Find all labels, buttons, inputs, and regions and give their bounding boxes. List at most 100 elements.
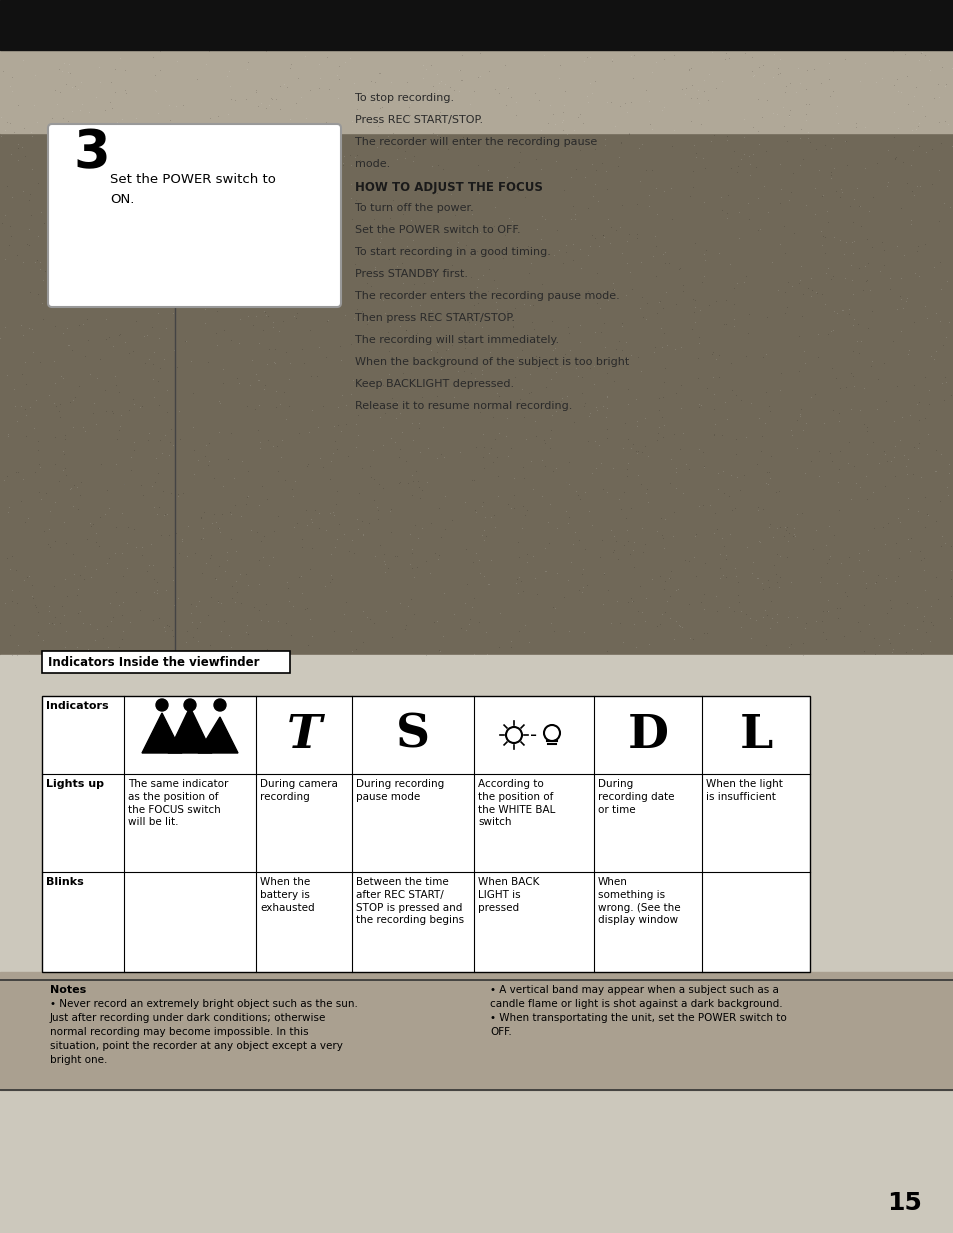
Point bbox=[112, 326, 127, 345]
Point bbox=[549, 518, 564, 538]
Point bbox=[489, 279, 504, 298]
Point bbox=[765, 44, 781, 64]
Point bbox=[421, 332, 436, 351]
Point bbox=[98, 121, 113, 141]
Point bbox=[635, 307, 650, 327]
Point bbox=[765, 555, 781, 575]
Point bbox=[290, 68, 305, 88]
Point bbox=[895, 445, 910, 465]
Point bbox=[270, 506, 285, 525]
Point bbox=[105, 608, 120, 628]
Point bbox=[844, 366, 860, 386]
Point bbox=[750, 134, 765, 154]
Point bbox=[0, 317, 12, 337]
Point bbox=[744, 117, 760, 137]
Point bbox=[942, 608, 953, 628]
Point bbox=[10, 645, 25, 665]
Point bbox=[94, 244, 110, 264]
Point bbox=[252, 496, 267, 515]
Point bbox=[403, 296, 418, 316]
Point bbox=[825, 158, 841, 178]
Point bbox=[292, 423, 307, 443]
Point bbox=[148, 80, 163, 100]
Point bbox=[489, 383, 504, 403]
Point bbox=[598, 641, 614, 661]
Point bbox=[302, 321, 317, 340]
Point bbox=[506, 498, 521, 518]
Point bbox=[344, 530, 359, 550]
Point bbox=[463, 268, 478, 287]
Point bbox=[348, 640, 363, 660]
Point bbox=[186, 383, 201, 403]
Text: ON.: ON. bbox=[110, 194, 134, 206]
Point bbox=[813, 73, 828, 92]
Point bbox=[129, 107, 144, 127]
Point bbox=[363, 467, 378, 487]
Point bbox=[331, 89, 346, 109]
Point bbox=[433, 360, 448, 380]
Point bbox=[852, 72, 867, 91]
Point bbox=[491, 423, 506, 443]
Point bbox=[491, 83, 506, 102]
Point bbox=[500, 446, 516, 466]
Point bbox=[796, 462, 811, 482]
Point bbox=[422, 513, 437, 533]
Point bbox=[206, 504, 221, 524]
Point bbox=[614, 313, 629, 333]
Point bbox=[1, 424, 16, 444]
Point bbox=[283, 625, 298, 645]
Point bbox=[639, 293, 654, 313]
Point bbox=[687, 525, 702, 545]
Point bbox=[314, 211, 329, 231]
Point bbox=[129, 311, 144, 330]
Point bbox=[316, 576, 332, 596]
Point bbox=[776, 282, 791, 302]
Point bbox=[298, 109, 314, 128]
Point bbox=[685, 547, 700, 567]
Point bbox=[467, 543, 482, 562]
Point bbox=[377, 602, 393, 621]
Point bbox=[842, 399, 858, 419]
Point bbox=[427, 238, 442, 258]
Point bbox=[233, 593, 249, 613]
Point bbox=[274, 187, 289, 207]
Point bbox=[556, 587, 571, 607]
Point bbox=[783, 276, 799, 296]
Point bbox=[211, 518, 226, 538]
Point bbox=[659, 591, 674, 610]
Point bbox=[181, 268, 196, 287]
Point bbox=[7, 615, 22, 635]
Point bbox=[779, 546, 794, 566]
Point bbox=[20, 508, 35, 528]
Point bbox=[480, 259, 496, 279]
Point bbox=[503, 88, 518, 107]
Point bbox=[123, 229, 138, 249]
Point bbox=[521, 365, 537, 385]
Point bbox=[255, 321, 271, 340]
Point bbox=[722, 158, 738, 178]
Point bbox=[372, 104, 387, 123]
Point bbox=[213, 621, 229, 641]
Point bbox=[502, 498, 517, 518]
Point bbox=[889, 566, 904, 586]
Point bbox=[618, 253, 634, 272]
Point bbox=[579, 244, 595, 264]
Point bbox=[268, 90, 283, 110]
Point bbox=[65, 78, 80, 97]
Point bbox=[470, 269, 485, 289]
Point bbox=[479, 645, 495, 665]
Point bbox=[404, 544, 419, 563]
Point bbox=[49, 396, 64, 416]
Point bbox=[266, 353, 281, 372]
Point bbox=[656, 181, 671, 201]
Point bbox=[30, 432, 45, 451]
Point bbox=[402, 555, 417, 575]
Point bbox=[626, 533, 641, 552]
Point bbox=[77, 285, 92, 305]
Point bbox=[270, 612, 285, 631]
Point bbox=[123, 446, 138, 466]
Point bbox=[685, 136, 700, 155]
Point bbox=[608, 530, 623, 550]
Point bbox=[925, 89, 941, 109]
Point bbox=[871, 635, 886, 655]
